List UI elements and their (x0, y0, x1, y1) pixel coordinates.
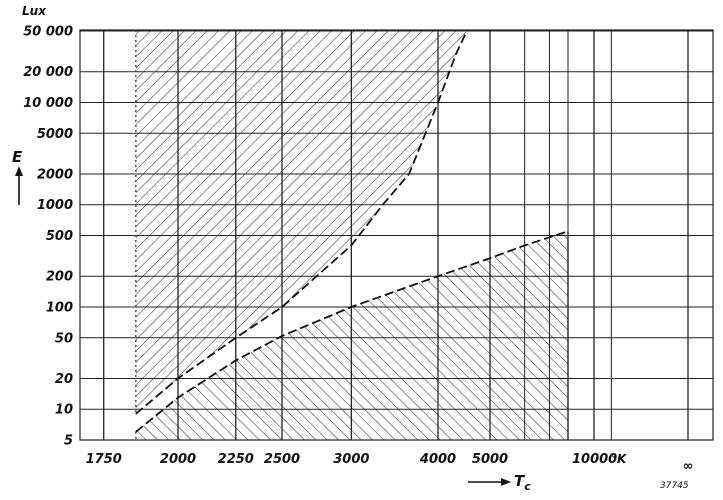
x-tick-label: 10000 (572, 452, 617, 467)
y-axis-label: E (12, 148, 23, 166)
y-tick-label: 50 000 (23, 25, 73, 40)
y-tick-label: 500 (46, 229, 73, 244)
y-tick-label: 50 (55, 331, 73, 346)
y-tick-labels: 5 10 20 50 100 200 500 1000 2000 5000 10 000 20 000… (23, 25, 73, 449)
x-tick-label: 5000 (472, 452, 508, 467)
y-unit-label: Lux (22, 4, 47, 18)
x-tick-label: 2500 (264, 452, 300, 467)
y-tick-label: 200 (46, 270, 73, 285)
y-tick-label: 20 000 (23, 65, 73, 80)
x-unit-label: °K (611, 452, 628, 466)
x-axis-label: Tc (514, 472, 531, 493)
y-tick-label: 100 (46, 300, 73, 315)
x-tick-label: ∞ (683, 459, 694, 474)
y-tick-label: 10 000 (23, 96, 73, 111)
boundary-curves (135, 30, 569, 440)
lower-boundary-curve (135, 230, 569, 433)
upper-boundary-curve (135, 30, 468, 415)
x-tick-label: 1750 (86, 452, 122, 467)
upper-shaded-region (135, 30, 467, 414)
figure-number: 37745 (660, 481, 689, 491)
x-tick-label: 2250 (218, 452, 254, 467)
x-axis-arrow (468, 478, 511, 486)
y-tick-label: 20 (55, 372, 73, 387)
x-tick-labels: 1750 2000 2250 2500 3000 4000 5000 10000 ∞ (86, 452, 694, 474)
x-tick-label: 4000 (419, 452, 456, 467)
y-tick-label: 2000 (37, 167, 73, 182)
y-tick-label: 5000 (37, 127, 73, 142)
y-tick-label: 5 (64, 434, 73, 449)
y-axis-arrow (15, 166, 23, 205)
grid (79, 29, 714, 441)
y-tick-label: 10 (55, 403, 73, 418)
x-tick-label: 2000 (160, 452, 196, 467)
y-tick-label: 1000 (37, 198, 73, 213)
x-tick-label: 3000 (333, 452, 369, 467)
